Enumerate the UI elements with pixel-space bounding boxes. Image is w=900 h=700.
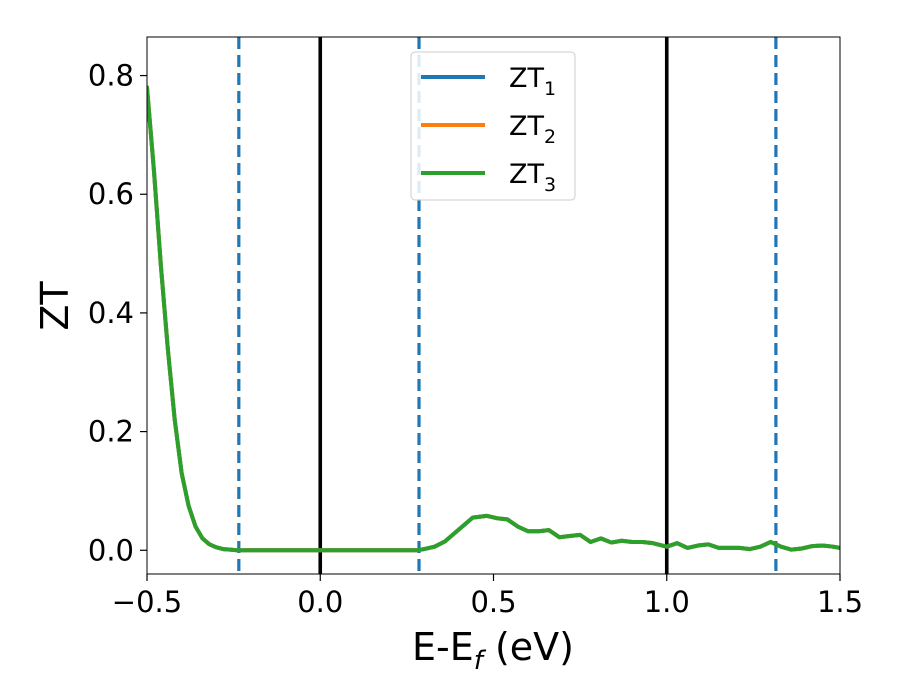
legend: ZT1 ZT2 ZT3 (410, 51, 576, 201)
x-tick-label: 0.0 (297, 585, 343, 619)
legend-label-zt2: ZT2 (509, 111, 556, 148)
y-tick-label: 0.2 (88, 415, 134, 449)
x-axis-label-unit: (eV) (483, 625, 574, 669)
y-tick-label: 0.4 (88, 296, 134, 330)
legend-label-zt1: ZT1 (509, 63, 556, 100)
x-tick-label: 0.5 (470, 585, 516, 619)
y-tick-label: 0.0 (88, 533, 134, 567)
x-axis-ticks: −0.5 0.0 0.5 1.0 1.5 (112, 574, 863, 619)
y-axis-label: ZT (33, 281, 77, 331)
y-tick-label: 0.6 (88, 177, 134, 211)
x-axis-label: E-Ef (eV) (412, 625, 574, 676)
x-tick-label: 1.5 (817, 585, 863, 619)
x-axis-label-base: E-E (412, 625, 474, 669)
legend-box (410, 51, 576, 201)
reference-lines (237, 37, 778, 574)
y-tick-label: 0.8 (88, 59, 134, 93)
y-axis-ticks: 0.0 0.2 0.4 0.6 0.8 (88, 59, 147, 567)
legend-label-zt3: ZT3 (509, 159, 556, 196)
series-line-zt3 (147, 85, 840, 553)
series-lines (147, 85, 840, 553)
x-tick-label: 1.0 (644, 585, 690, 619)
x-tick-label: −0.5 (112, 585, 182, 619)
